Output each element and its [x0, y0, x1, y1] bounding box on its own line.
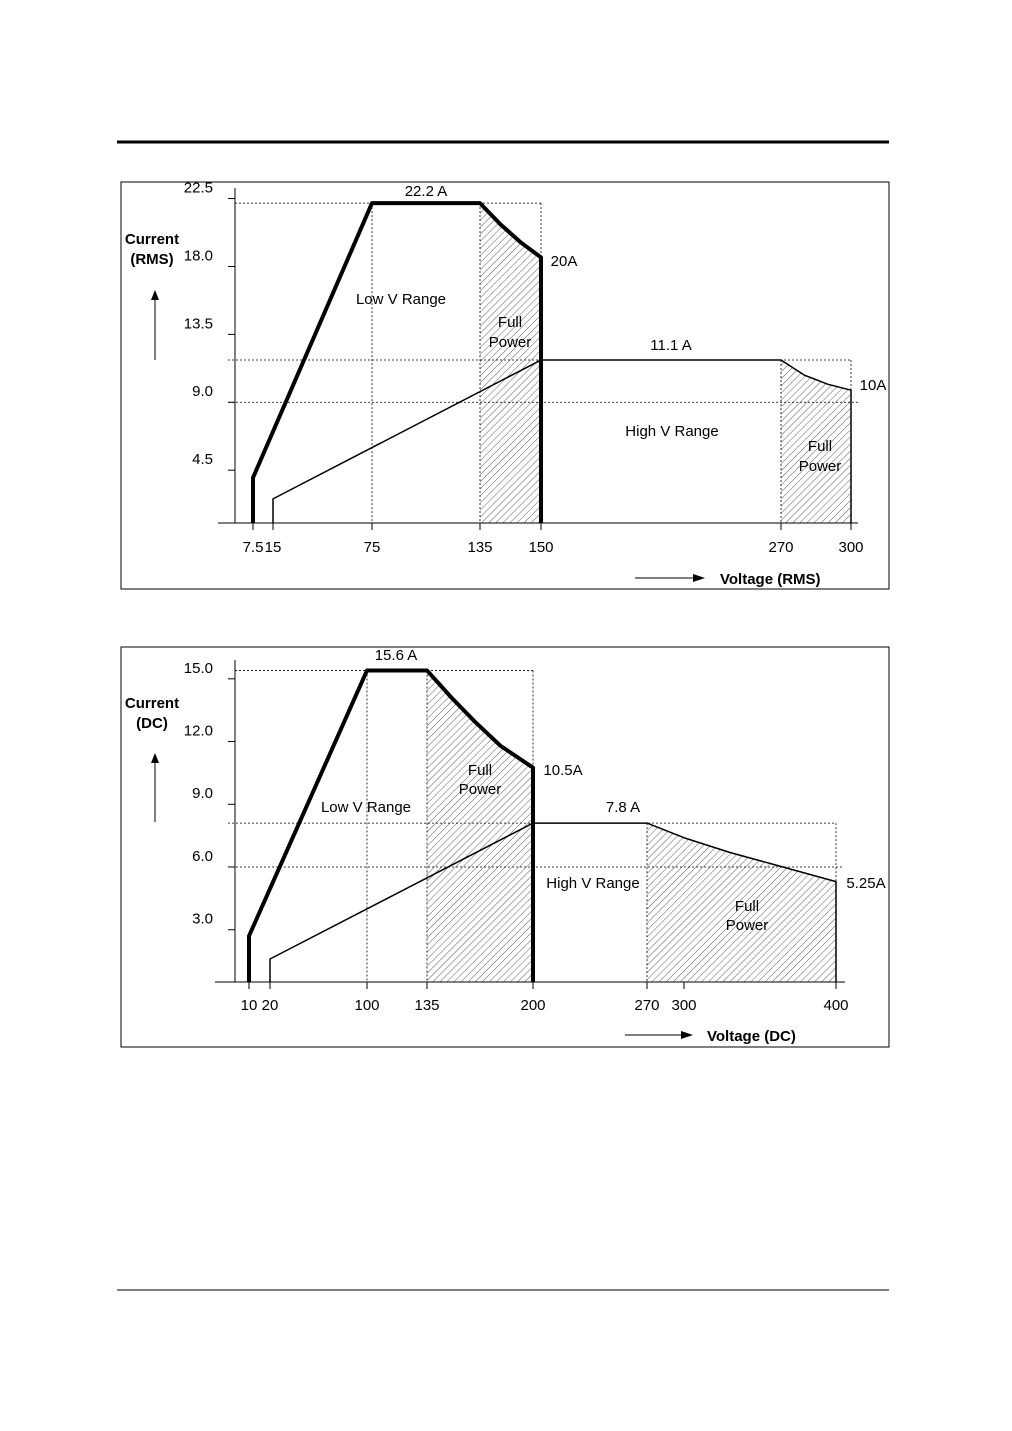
arrow-head — [693, 574, 705, 582]
annotation: Power — [799, 458, 842, 475]
x-tick-label: 270 — [768, 539, 793, 556]
annotation: 7.8 A — [606, 799, 640, 816]
y-axis-label: Current — [125, 231, 179, 248]
annotation: High V Range — [546, 875, 639, 892]
annotation: 15.6 A — [375, 647, 418, 664]
y-tick-label: 13.5 — [184, 315, 213, 332]
annotation: Low V Range — [321, 799, 411, 816]
arrow-head — [681, 1031, 693, 1039]
x-tick-label: 150 — [528, 539, 553, 556]
x-tick-label: 7.5 — [243, 539, 264, 556]
chart-frame — [120, 181, 890, 590]
annotation: High V Range — [625, 423, 718, 440]
arrow-head — [151, 753, 159, 763]
y-tick-label: 9.0 — [192, 383, 213, 400]
annotation: 11.1 A — [650, 337, 691, 354]
annotation: Full — [735, 898, 759, 915]
annotation: 10.5A — [543, 762, 582, 779]
y-tick-label: 4.5 — [192, 451, 213, 468]
annotation: Full — [808, 438, 832, 455]
current-limit-line — [251, 201, 543, 523]
x-axis-label: Voltage (RMS) — [720, 571, 821, 588]
annotation: Power — [489, 334, 532, 351]
annotation: 10A — [860, 377, 887, 394]
y-tick-label: 15.0 — [184, 660, 213, 677]
full-power-hatch — [781, 360, 851, 523]
x-tick-label: 270 — [634, 997, 659, 1014]
annotation: Full — [498, 314, 522, 331]
y-tick-label: 18.0 — [184, 247, 213, 264]
full-power-hatch — [647, 823, 836, 982]
arrow-head — [151, 290, 159, 300]
y-tick-label: 22.5 — [184, 180, 213, 197]
annotation: Power — [726, 917, 769, 934]
x-tick-label: 10 — [241, 997, 258, 1014]
x-tick-label: 135 — [414, 997, 439, 1014]
x-tick-label: 135 — [467, 539, 492, 556]
annotation: 22.2 A — [405, 183, 448, 200]
full-power-hatch — [480, 203, 541, 523]
annotation: 5.25A — [846, 875, 885, 892]
y-tick-label: 12.0 — [184, 723, 213, 740]
y-axis-label: (RMS) — [130, 251, 173, 268]
x-axis-label: Voltage (DC) — [707, 1028, 796, 1045]
y-tick-label: 6.0 — [192, 848, 213, 865]
y-axis-label: Current — [125, 695, 179, 712]
current-limit-line — [269, 822, 837, 982]
x-tick-label: 75 — [364, 539, 381, 556]
x-tick-label: 20 — [262, 997, 279, 1014]
x-tick-label: 300 — [671, 997, 696, 1014]
current-limit-line — [272, 359, 852, 523]
y-tick-label: 3.0 — [192, 911, 213, 928]
y-axis-label: (DC) — [136, 715, 168, 732]
x-tick-label: 100 — [354, 997, 379, 1014]
full-power-hatch — [427, 670, 533, 982]
x-tick-label: 300 — [838, 539, 863, 556]
x-tick-label: 200 — [520, 997, 545, 1014]
annotation: Power — [459, 781, 502, 798]
annotation: Low V Range — [356, 291, 446, 308]
x-tick-label: 400 — [823, 997, 848, 1014]
x-tick-label: 15 — [265, 539, 282, 556]
current-limit-line — [247, 668, 535, 982]
y-tick-label: 9.0 — [192, 785, 213, 802]
chart-frame — [120, 646, 890, 1048]
annotation: 20A — [551, 253, 578, 270]
annotation: Full — [468, 762, 492, 779]
